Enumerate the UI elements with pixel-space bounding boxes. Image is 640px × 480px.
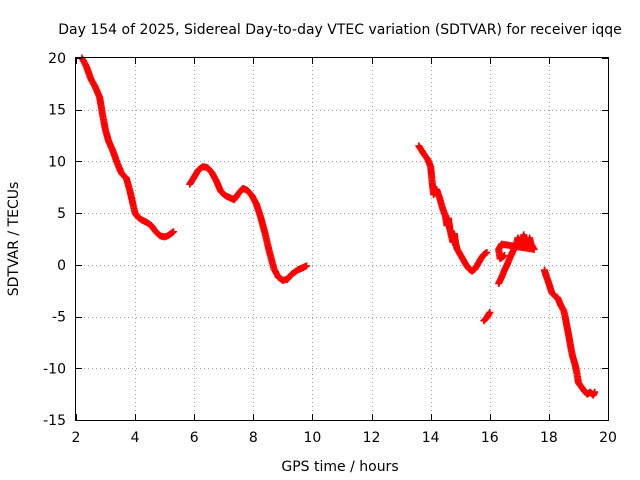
x-tick-label: 6 [190,430,199,446]
y-tick-label: 5 [57,206,66,222]
data-point [486,308,494,316]
x-tick-label: 10 [304,430,322,446]
x-tick-label: 2 [72,430,81,446]
x-tick-label: 20 [599,430,617,446]
axis-ticks: 2 4 6 8 10 12 14 16 18 20 -15 -10 -5 0 5 10 15 20 [43,51,617,446]
x-tick-label: 8 [249,430,258,446]
x-tick-label: 14 [422,430,440,446]
x-tick-label: 16 [481,430,499,446]
x-tick-label: 4 [131,430,140,446]
x-tick-label: 12 [363,430,381,446]
data-point [483,248,491,256]
y-tick-label: 0 [57,258,66,274]
y-tick-label: -15 [43,413,66,429]
x-tick-label: 18 [540,430,558,446]
y-tick-label: 20 [48,51,66,67]
data-point [303,262,311,270]
chart-title: Day 154 of 2025, Sidereal Day-to-day VTE… [58,22,622,38]
data-marks [78,54,599,399]
y-tick-label: -10 [43,361,66,377]
data-point [591,388,599,396]
plot-frame [75,57,609,421]
y-axis-label: SDTVAR / TECUs [6,182,22,297]
y-tick-label: 10 [48,154,66,170]
y-tick-label: -5 [52,310,66,326]
y-tick-label: 15 [48,103,66,119]
x-axis-label: GPS time / hours [281,459,398,475]
data-point [170,228,178,236]
data-point [501,252,509,260]
grid-lines [76,58,608,420]
